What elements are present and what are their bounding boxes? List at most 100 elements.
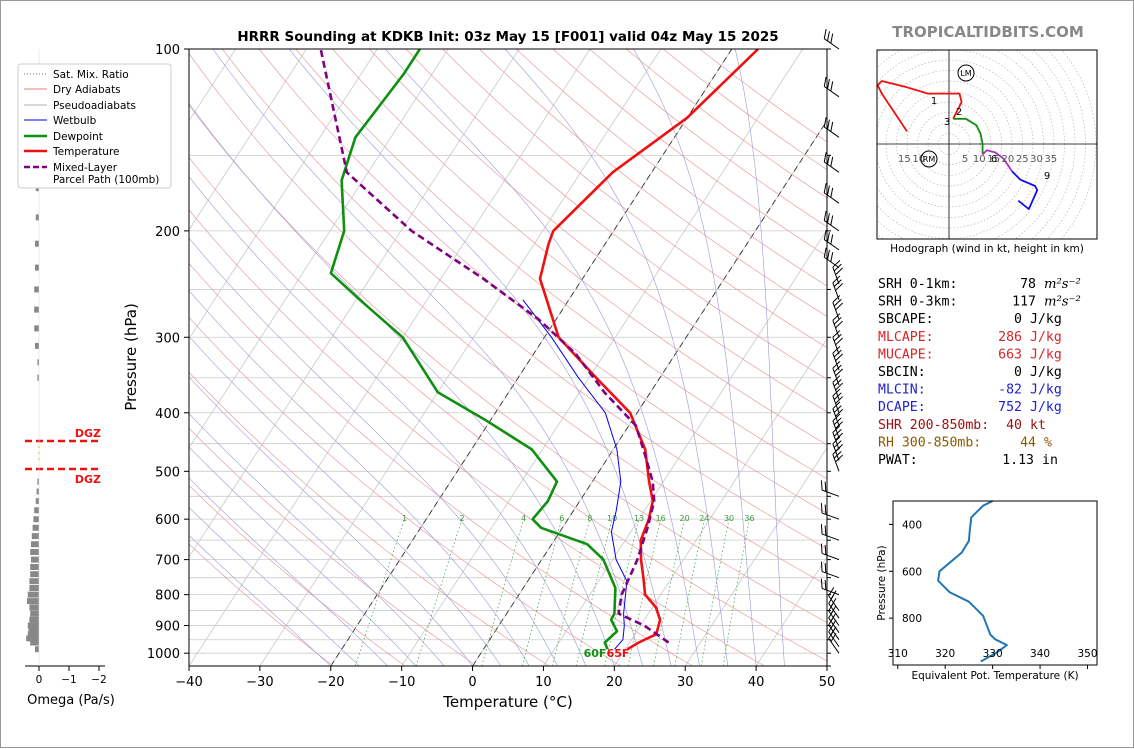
mixing-ratio-label: 2: [459, 514, 464, 523]
hodograph-traces: [877, 80, 1039, 210]
isotherm-line: [543, 229, 827, 666]
omega-bar: [30, 639, 39, 646]
barb-flag: [820, 503, 823, 514]
omega-bar: [30, 610, 39, 617]
dry-adiabat: [189, 316, 622, 666]
omega-bar: [33, 516, 39, 523]
reference-isotherm: [330, 49, 733, 666]
mixing-ratio-label: 24: [699, 514, 709, 523]
parcel-path-trace: [319, 49, 670, 644]
mixing-ratio-label: 30: [724, 514, 734, 523]
wind-barb: [832, 401, 844, 426]
barb-staff: [821, 512, 840, 520]
moist-adiabat: [189, 290, 530, 666]
omega-bar: [27, 622, 39, 629]
barb-flag: [832, 436, 841, 445]
moist-adiabat: [189, 413, 445, 666]
param-label: MLCAPE:: [878, 330, 934, 345]
moist-adiabat: [189, 336, 502, 666]
y-tick-label: 600: [155, 513, 180, 528]
barb-flag: [832, 330, 841, 338]
barb-flag: [833, 364, 842, 373]
dry-adiabat: [258, 49, 827, 514]
left-mover-label: LM: [960, 69, 971, 78]
wind-barb: [823, 117, 840, 138]
hodograph-ring-label: 15: [987, 154, 1000, 165]
skewt-traces: [319, 49, 760, 651]
dewpoint-trace: [329, 49, 619, 650]
param-unit: J/kg: [1030, 330, 1062, 345]
mixing-ratio-label: 8: [587, 514, 592, 523]
omega-bar: [29, 616, 39, 623]
omega-bar: [29, 578, 39, 585]
omega-bar: [35, 214, 39, 221]
barb-flag: [820, 480, 823, 491]
param-value: 663: [998, 347, 1022, 362]
dry-adiabat: [405, 49, 827, 380]
barb-flag: [833, 450, 842, 459]
barb-staff: [832, 337, 840, 355]
barb-flag: [827, 185, 830, 196]
barb-flag: [830, 121, 834, 132]
barb-flag: [830, 81, 834, 92]
barb-flag: [824, 525, 827, 536]
y-tick-label: 300: [155, 331, 180, 346]
barb-flag: [827, 213, 830, 223]
wind-barb: [820, 543, 840, 561]
barb-flag: [833, 316, 842, 325]
x-tick-label: −40: [175, 675, 202, 690]
barb-staff: [832, 395, 840, 413]
hodograph-ring-label: 10: [912, 154, 925, 165]
barb-staff: [832, 454, 840, 472]
omega-bar: [26, 635, 39, 642]
param-value: 752: [998, 400, 1022, 415]
barb-staff: [832, 320, 840, 338]
barb-flag: [832, 447, 841, 455]
wind-barb: [823, 28, 840, 50]
y-tick-label: 900: [155, 620, 180, 635]
x-tick-label: 40: [748, 675, 765, 690]
barb-flag: [820, 543, 823, 554]
mixing-ratio-label: 6: [559, 514, 564, 523]
mixing-ratio-line: [653, 519, 685, 666]
hodograph-caption: Hodograph (wind in kt, height in km): [890, 243, 1084, 255]
barb-flag: [832, 313, 841, 321]
dry-adiabat: [189, 104, 827, 623]
barb-flag: [828, 602, 835, 612]
omega-bar: [31, 541, 39, 548]
barb-staff: [823, 239, 840, 251]
dry-adiabat: [369, 49, 827, 413]
hodograph-segment-3: [1011, 170, 1039, 210]
legend: Sat. Mix. Ratio Dry Adiabats Pseudoadiabat…: [17, 63, 172, 189]
param-label: MUCAPE:: [878, 347, 934, 362]
omega-bar: [34, 507, 39, 514]
param-value: 286: [998, 330, 1022, 345]
barb-staff: [821, 552, 840, 561]
theta-e-y-label: Pressure (hPa): [876, 545, 888, 620]
theta-e-trace: [937, 500, 1008, 663]
param-unit: kt: [1030, 418, 1046, 433]
mixing-ratio-line: [700, 519, 730, 666]
param-unit: J/kg: [1030, 400, 1062, 415]
legend-label: Wetbulb: [53, 115, 97, 127]
dry-adiabat: [189, 209, 765, 666]
barb-staff: [821, 571, 840, 579]
moist-adiabat: [189, 506, 360, 666]
dgz-top-label: DGZ: [75, 427, 101, 440]
barb-flag: [835, 283, 844, 291]
wind-barb: [823, 247, 840, 269]
mixing-ratio-label: 4: [521, 514, 526, 523]
param-label: DCAPE:: [878, 400, 926, 415]
barb-staff: [823, 161, 840, 173]
mixing-ratio-line: [575, 519, 613, 666]
skewt-plot: 1 2 4 6 8 10 13 16 20 24 30 36 −40 −30 −20 −10 0 10 20 30 4…: [122, 28, 844, 711]
omega-bar: [34, 325, 39, 332]
barb-flag: [832, 295, 841, 303]
barb-flag: [823, 117, 827, 128]
isotherm-line: [613, 338, 827, 666]
mixing-ratio-line: [604, 519, 640, 666]
param-unit: m²s⁻²: [1044, 277, 1081, 292]
dry-adiabat: [222, 49, 827, 550]
right-mover-label: RM: [923, 155, 936, 164]
y-tick-label: 200: [155, 225, 180, 240]
